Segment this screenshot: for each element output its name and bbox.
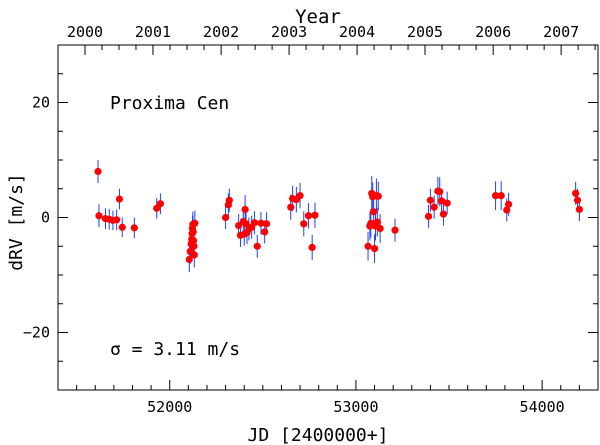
data-point: [250, 219, 259, 227]
x-tick-label: 53000: [333, 398, 378, 416]
y-tick-labels: −20 0 20: [23, 94, 50, 342]
data-point: [94, 167, 102, 176]
data-point: [190, 242, 198, 250]
data-point: [424, 212, 433, 220]
data-point: [113, 216, 121, 224]
top-year-label: 2004: [339, 23, 375, 41]
data-point: [491, 192, 500, 200]
errorbars: [97, 160, 580, 273]
data-point: [503, 206, 511, 214]
y-tick-label: 0: [41, 209, 50, 227]
target-name-label: Proxima Cen: [110, 93, 229, 114]
y-tick-label: 20: [32, 94, 50, 112]
data-point: [191, 219, 199, 227]
top-year-label: 2003: [271, 23, 307, 41]
data-point: [304, 212, 313, 220]
data-point: [308, 243, 316, 251]
data-point: [261, 228, 269, 236]
data-point: [311, 211, 319, 219]
data-point: [296, 192, 304, 200]
data-point: [572, 189, 580, 197]
data-point: [241, 205, 249, 214]
data-point: [370, 208, 378, 216]
data-point: [573, 196, 582, 204]
y-axis-label: dRV [m/s]: [6, 173, 27, 271]
data-point: [95, 212, 103, 220]
sigma-label: σ = 3.11 m/s: [110, 339, 240, 360]
top-year-label: 2000: [67, 23, 103, 41]
data-point: [439, 210, 448, 218]
data-point: [221, 213, 230, 222]
data-point: [118, 223, 126, 231]
top-year-tick-labels: 2000 2001 2002 2003 2004 2005 2006 2007: [67, 23, 579, 41]
data-point: [575, 205, 583, 214]
y-tick-label: −20: [23, 324, 50, 342]
x-minor-ticks: [76, 45, 596, 390]
data-point: [374, 192, 382, 200]
y-minor-ticks: [58, 73, 598, 362]
data-point: [156, 200, 165, 208]
data-point: [253, 242, 261, 250]
data-point: [426, 196, 435, 204]
data-point: [235, 221, 243, 230]
data-point: [189, 228, 197, 236]
x-tick-label: 52000: [147, 398, 192, 416]
data-point: [505, 200, 513, 208]
data-point: [300, 220, 308, 228]
data-point: [190, 251, 198, 259]
data-point: [185, 255, 193, 264]
data-point: [262, 220, 271, 228]
data-point: [436, 188, 444, 196]
top-year-label: 2006: [475, 23, 511, 41]
data-point: [130, 224, 138, 232]
data-point: [257, 219, 265, 227]
data-point: [287, 203, 295, 211]
top-axis-label: Year: [295, 6, 341, 28]
data-point: [225, 196, 233, 204]
top-year-label: 2007: [543, 23, 579, 41]
data-point: [370, 244, 379, 253]
x-axis-label: JD [2400000+]: [248, 425, 389, 445]
x-tick-labels: 52000 53000 54000: [147, 398, 565, 416]
data-point: [497, 192, 505, 200]
x-tick-label: 54000: [520, 398, 565, 416]
top-year-label: 2001: [135, 23, 171, 41]
data-point: [391, 226, 399, 234]
data-point: [189, 236, 198, 245]
top-year-label: 2002: [203, 23, 239, 41]
data-point: [115, 195, 124, 203]
data-point: [373, 218, 381, 226]
data-point: [376, 224, 384, 233]
data-point: [437, 197, 446, 205]
data-point: [430, 203, 438, 211]
data-point: [364, 242, 372, 250]
top-year-label: 2005: [407, 23, 443, 41]
data-points: [94, 167, 583, 264]
data-point: [443, 199, 451, 207]
